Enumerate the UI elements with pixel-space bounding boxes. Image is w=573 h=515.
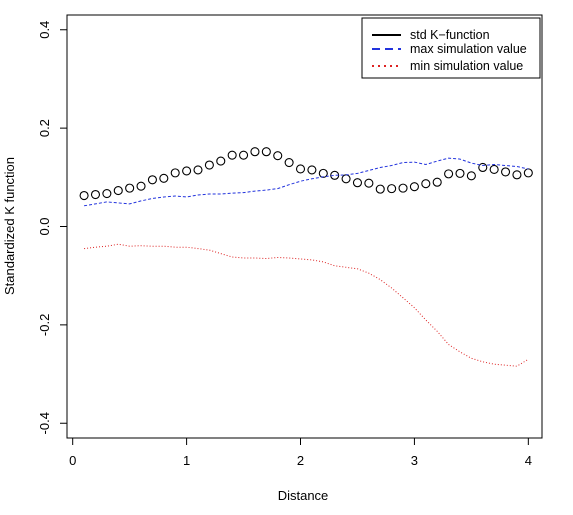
x-tick-label: 1 — [183, 453, 190, 468]
data-point — [102, 188, 112, 199]
y-tick-label: 0.2 — [37, 119, 52, 137]
x-tick-label: 4 — [525, 453, 532, 468]
x-axis: 0 1 2 3 4 — [69, 438, 532, 468]
y-axis: -0.4 -0.2 0.0 0.2 0.4 — [37, 21, 67, 434]
data-point — [444, 169, 454, 179]
data-point — [341, 174, 351, 184]
data-point — [239, 150, 249, 160]
data-point — [261, 147, 271, 157]
y-axis-title: Standardized K function — [2, 157, 17, 295]
data-point — [216, 156, 226, 166]
data-point — [409, 182, 419, 192]
data-point — [307, 165, 317, 175]
x-axis-title: Distance — [278, 488, 329, 503]
data-point — [159, 173, 169, 183]
legend-label: min simulation value — [410, 59, 523, 73]
series-points — [79, 147, 533, 201]
data-point — [318, 168, 328, 178]
data-point — [250, 147, 260, 157]
x-tick-label: 2 — [297, 453, 304, 468]
data-point — [227, 150, 237, 160]
data-point — [455, 168, 465, 178]
data-point — [295, 164, 306, 174]
legend-label: max simulation value — [410, 42, 527, 56]
data-point — [147, 175, 157, 185]
y-tick-label: -0.2 — [37, 314, 52, 336]
x-tick-label: 3 — [411, 453, 418, 468]
data-point — [352, 178, 363, 188]
data-point — [478, 162, 488, 173]
data-point — [125, 183, 135, 193]
y-tick-label: -0.4 — [37, 412, 52, 434]
data-point — [523, 168, 533, 178]
y-tick-label: 0.4 — [37, 21, 52, 39]
data-point — [375, 184, 385, 194]
data-point — [421, 179, 431, 189]
data-point — [170, 168, 180, 178]
legend-label: std K−function — [410, 28, 490, 42]
max-simulation-line — [84, 157, 529, 207]
data-point — [512, 170, 522, 180]
min-simulation-line — [84, 243, 529, 367]
data-point — [489, 164, 499, 174]
data-point — [193, 165, 203, 175]
data-point — [182, 166, 192, 176]
x-tick-label: 0 — [69, 453, 76, 468]
data-point — [79, 190, 89, 201]
data-point — [113, 186, 123, 196]
data-point — [387, 184, 397, 194]
data-point — [273, 151, 283, 161]
series-layer — [79, 147, 533, 367]
data-point — [136, 181, 146, 191]
data-point — [432, 177, 442, 187]
data-point — [364, 178, 374, 188]
data-point — [204, 160, 214, 170]
data-point — [398, 183, 408, 193]
data-point — [284, 158, 294, 168]
data-point — [500, 167, 511, 177]
data-point — [466, 171, 476, 181]
data-point — [90, 189, 101, 200]
y-tick-label: 0.0 — [37, 217, 52, 235]
